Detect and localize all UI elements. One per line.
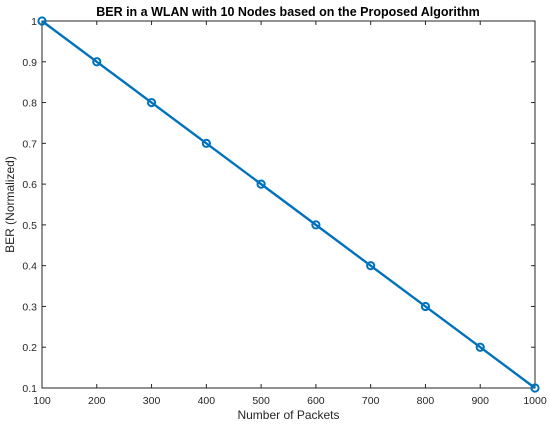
x-tick-label: 400: [198, 395, 216, 407]
y-tick-label: 0.2: [22, 342, 37, 354]
data-point: [146, 97, 157, 108]
x-tick-label: 100: [33, 395, 51, 407]
data-point: [530, 383, 540, 393]
y-tick-label: 0.7: [22, 138, 37, 150]
data-point: [201, 138, 211, 148]
x-axis-label: Number of Packets: [237, 408, 339, 422]
y-tick-label: 1: [31, 16, 37, 28]
x-tick-label: 900: [471, 395, 489, 407]
x-tick-label: 1000: [523, 395, 547, 407]
data-point: [420, 301, 431, 312]
x-tick-label: 500: [252, 395, 270, 407]
data-point: [475, 342, 485, 352]
series-line: [41, 20, 536, 389]
y-tick-label: 0.8: [22, 98, 37, 110]
y-tick-label: 0.4: [22, 261, 37, 273]
y-axis-label: BER (Normalized): [3, 156, 17, 253]
x-tick-label: 200: [88, 395, 106, 407]
x-tick-label: 800: [417, 395, 435, 407]
y-tick-label: 0.6: [22, 179, 37, 191]
data-point: [366, 261, 376, 271]
data-point: [37, 16, 47, 26]
x-tick-label: 700: [362, 395, 380, 407]
x-tick-label: 300: [143, 395, 161, 407]
data-point: [92, 57, 102, 67]
y-tick-label: 0.3: [22, 301, 37, 313]
x-tick-label: 600: [307, 395, 325, 407]
x-axis-ticks: 100 200 300 400 500 600 700 800 900 1000: [33, 21, 547, 407]
y-tick-label: 0.1: [22, 383, 37, 395]
y-tick-label: 0.5: [22, 220, 37, 232]
data-point: [256, 179, 266, 189]
series-layer: [37, 16, 540, 393]
data-point: [311, 220, 321, 230]
y-axis-ticks: 0.1 0.2 0.3 0.4 0.5 0.6 0.7 0.8 0.9 1: [22, 16, 535, 395]
y-tick-label: 0.9: [22, 57, 37, 69]
chart-title: BER in a WLAN with 10 Nodes based on the…: [96, 5, 480, 19]
